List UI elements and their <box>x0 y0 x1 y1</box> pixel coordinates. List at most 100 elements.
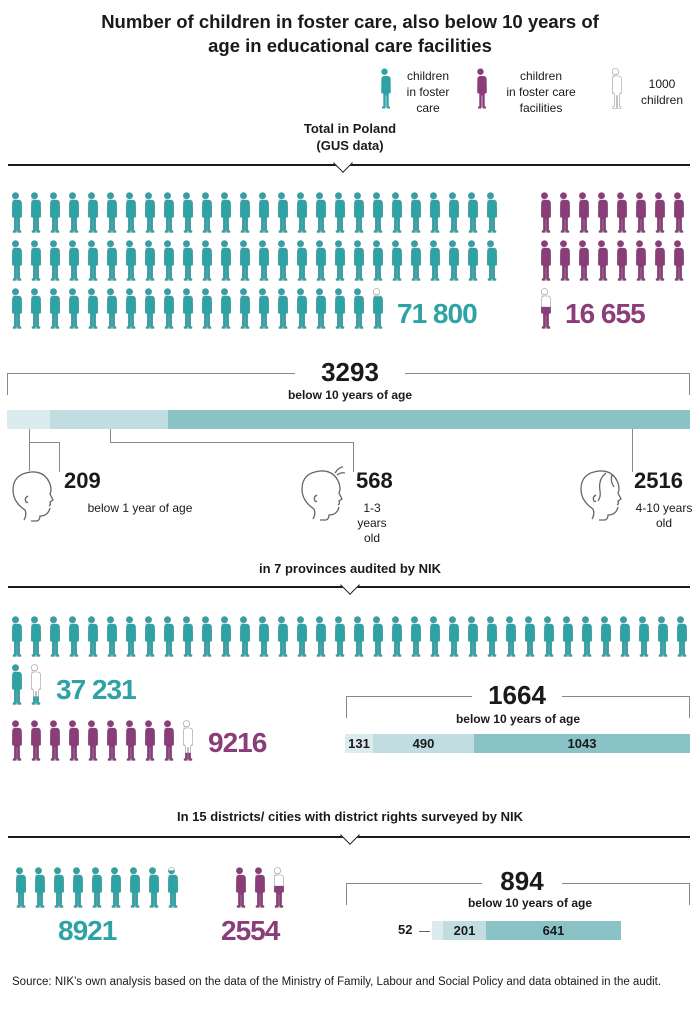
section3-foster-care-pictogram <box>13 867 184 909</box>
child-figure-icon <box>332 616 345 658</box>
child-figure-icon <box>351 240 364 282</box>
child-figure-icon <box>332 288 345 330</box>
child-figure-icon <box>123 720 136 762</box>
child-figure-icon <box>427 192 440 234</box>
child-figure-icon <box>9 288 22 330</box>
child-figure-icon <box>652 240 665 282</box>
child-figure-icon <box>104 240 117 282</box>
child-figure-icon <box>446 192 459 234</box>
section1-below10-total-wrap: 3293 <box>295 357 405 389</box>
connector-1to3-a <box>110 429 111 442</box>
child-figure-icon <box>370 240 383 282</box>
child-figure-icon <box>142 192 155 234</box>
child-figure-icon <box>237 192 250 234</box>
child-figure-icon <box>579 616 592 658</box>
connector-under1-b <box>29 442 60 443</box>
child-figure-icon <box>47 192 60 234</box>
child-figure-icon <box>252 867 265 909</box>
child-figure-icon <box>142 720 155 762</box>
section2-below10-total-wrap: 1664 <box>472 680 562 710</box>
child-figure-icon <box>218 192 231 234</box>
child-figure-icon <box>446 240 459 282</box>
child-figure-icon <box>32 867 45 909</box>
child-figure-icon <box>294 288 307 330</box>
child-figure-icon <box>256 616 269 658</box>
child-figure-icon <box>161 616 174 658</box>
child-figure-icon <box>70 867 83 909</box>
child-figure-icon <box>538 240 551 282</box>
section2-facilities-pictogram <box>9 720 199 762</box>
child-figure-icon <box>389 240 402 282</box>
child-figure-icon <box>313 288 326 330</box>
child-figure-icon <box>465 240 478 282</box>
child-figure-icon <box>85 240 98 282</box>
child-figure-icon <box>256 240 269 282</box>
child-figure-icon <box>199 240 212 282</box>
section3-below10-total-wrap: 894 <box>482 866 562 896</box>
child-figure-icon <box>446 616 459 658</box>
child-figure-icon <box>652 192 665 234</box>
child-figure-icon <box>256 192 269 234</box>
child-figure-icon <box>484 192 497 234</box>
child-figure-icon <box>9 720 22 762</box>
child-figure-icon <box>541 616 554 658</box>
child-figure-icon <box>576 192 589 234</box>
child-figure-icon <box>47 288 60 330</box>
child-figure-icon <box>199 288 212 330</box>
child-figure-icon <box>332 240 345 282</box>
child-figure-icon <box>47 240 60 282</box>
section2-title: in 7 provinces audited by NIK <box>258 561 442 576</box>
child-figure-icon <box>51 867 64 909</box>
child-figure-icon <box>123 192 136 234</box>
age-1to3-value: 568 <box>356 468 393 493</box>
child-figure-icon <box>275 616 288 658</box>
child-figure-icon <box>313 192 326 234</box>
child-figure-icon <box>560 616 573 658</box>
child-figure-icon <box>123 616 136 658</box>
child-figure-icon <box>408 616 421 658</box>
child-figure-icon <box>104 720 117 762</box>
section2-bar-seg-under1: 131 <box>345 734 373 753</box>
child-figure-icon <box>655 616 668 658</box>
child-figure-icon <box>313 616 326 658</box>
child-figure-icon <box>9 192 22 234</box>
child-figure-icon <box>484 240 497 282</box>
section1-below10-total: 3293 <box>321 357 379 387</box>
child-figure-icon <box>617 616 630 658</box>
child-figure-icon <box>180 720 193 762</box>
section3-bar-seg-4to10: 641 <box>486 921 621 940</box>
section2-below10-total: 1664 <box>488 680 546 710</box>
child-figure-icon <box>370 616 383 658</box>
child-figure-icon <box>199 192 212 234</box>
child-figure-icon <box>614 192 627 234</box>
child-figure-icon <box>85 288 98 330</box>
section3-below10-total: 894 <box>500 866 544 896</box>
child-figure-icon <box>671 240 684 282</box>
child-figure-icon <box>104 288 117 330</box>
child-figure-icon <box>104 192 117 234</box>
child-figure-icon <box>614 240 627 282</box>
section2-bar-seg-1to3: 490 <box>373 734 474 753</box>
connector-4to10 <box>632 429 633 472</box>
child-figure-icon <box>256 288 269 330</box>
child-figure-icon <box>271 867 284 909</box>
legend-unit-icon <box>609 68 622 115</box>
child-figure-icon <box>633 192 646 234</box>
section3-bar-seg-under1 <box>432 921 443 940</box>
section2-below10-label: below 10 years of age <box>455 712 581 726</box>
baby-head-icon <box>10 470 60 529</box>
section3-foster-care-total: 8921 <box>58 915 117 946</box>
section1-age-bar <box>7 410 690 429</box>
child-figure-icon <box>123 240 136 282</box>
section3-bar-seg-1to3: 201 <box>443 921 486 940</box>
child-figure-icon <box>146 867 159 909</box>
section1-title: Total in Poland (GUS data) <box>303 121 397 153</box>
child-figure-icon <box>294 616 307 658</box>
child-figure-icon <box>275 240 288 282</box>
child-figure-icon <box>595 240 608 282</box>
age-4to10-value: 2516 <box>634 468 683 493</box>
child-figure-icon <box>142 616 155 658</box>
child-figure-icon <box>161 720 174 762</box>
legend-facilities-label: children in foster care facilities <box>506 69 576 115</box>
child-figure-icon <box>104 616 117 658</box>
